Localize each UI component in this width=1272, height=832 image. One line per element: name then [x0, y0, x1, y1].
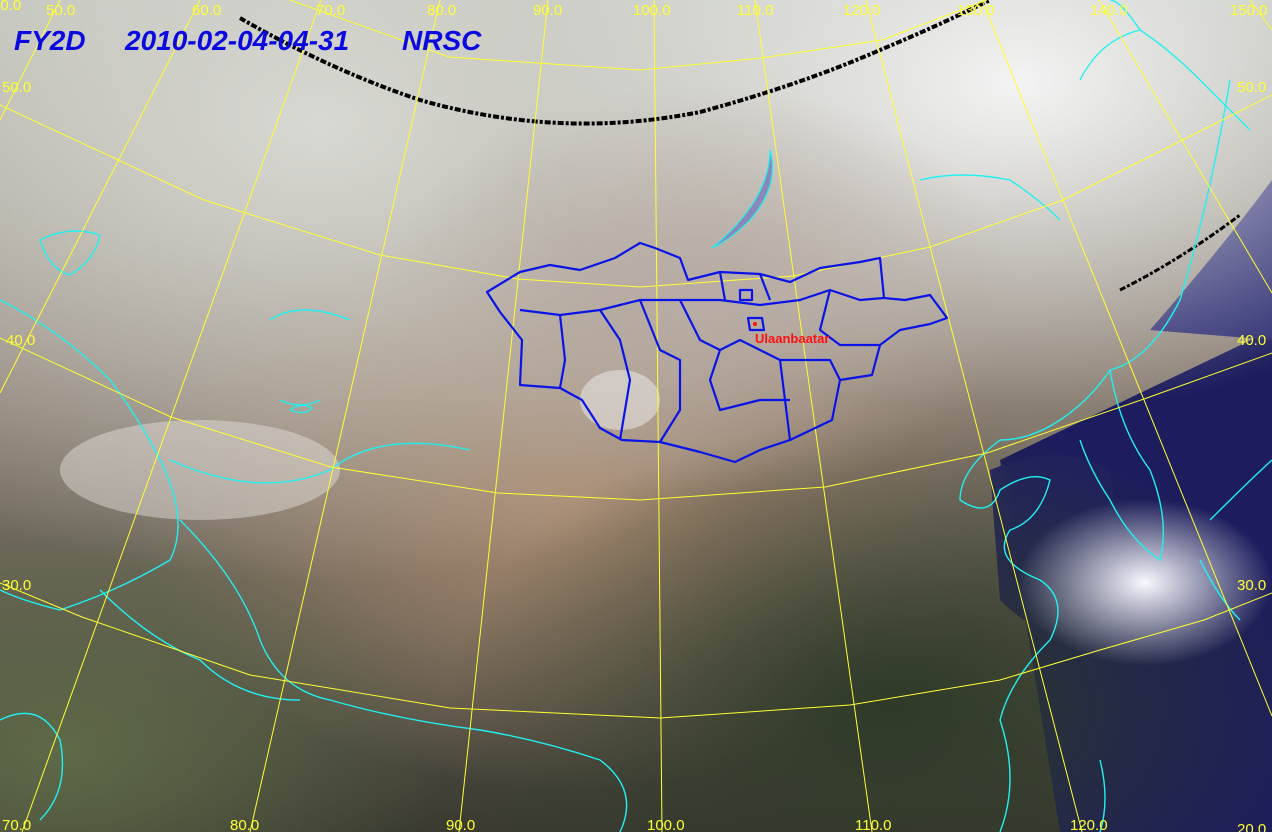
- lon-label: 90.0: [446, 817, 475, 832]
- latitude-line-50: [0, 94, 1272, 288]
- title-timestamp: 2010-02-04-04-31: [124, 25, 349, 56]
- city-label-ulaanbaatar: Ulaanbaatar: [755, 331, 829, 346]
- meridian-100: [653, 0, 663, 832]
- lon-label: 80.0: [427, 2, 456, 19]
- image-title: FY2D 2010-02-04-04-31 NRSC: [14, 25, 482, 56]
- lon-label: 50.0: [46, 2, 75, 19]
- meridian-80: [249, 0, 441, 832]
- lat-label: 50.0: [2, 79, 31, 96]
- title-satellite: FY2D: [14, 25, 86, 56]
- mongolia-outline: [485, 241, 949, 464]
- bottom-longitude-labels: 70.0 80.0 90.0 100.0 110.0 120.0: [2, 817, 1108, 832]
- title-agency: NRSC: [402, 25, 482, 56]
- latitude-line-40: [0, 337, 1272, 501]
- lat-label: 60.0: [0, 0, 21, 14]
- scan-artifact: [238, 0, 991, 126]
- meridian-120: [865, 0, 1083, 832]
- right-latitude-labels: 50.0 40.0 30.0 20.0: [1237, 79, 1266, 832]
- lon-label: 140.0: [1090, 2, 1128, 19]
- lat-label: 20.0: [1237, 821, 1266, 832]
- lat-label: 30.0: [1237, 577, 1266, 594]
- aimag-border: [718, 271, 772, 302]
- latitude-line-60: [289, 0, 988, 71]
- lat-label: 50.0: [1237, 79, 1266, 96]
- lon-label: 60.0: [192, 2, 221, 19]
- meridian-140: [1098, 0, 1272, 294]
- meridian-110: [754, 0, 873, 832]
- lat-label: 40.0: [1237, 332, 1266, 349]
- mongolia-borders: [485, 241, 949, 464]
- lon-label: 100.0: [633, 2, 671, 19]
- meridian-50: [0, 0, 61, 121]
- cloud-tianshan: [60, 420, 340, 520]
- meridian-60: [0, 0, 201, 394]
- lon-label: 70.0: [316, 2, 345, 19]
- lon-label: 120.0: [1070, 817, 1108, 832]
- lake-baikal: [711, 149, 774, 249]
- aimag-border: [558, 299, 792, 443]
- meridian-130: [981, 0, 1272, 717]
- cloud-gobi: [580, 370, 660, 430]
- meridian-150: [1249, 0, 1272, 31]
- ulaanbaatar-boundary: [746, 316, 766, 332]
- lon-label: 110.0: [737, 2, 773, 19]
- scan-artifact: [1119, 213, 1241, 292]
- left-latitude-labels: 60.0 50.0 40.0 30.0: [0, 0, 35, 594]
- lon-label: 90.0: [533, 2, 562, 19]
- lon-label: 80.0: [230, 817, 259, 832]
- ulaanbaatar-marker: [753, 322, 757, 326]
- meridian-70: [21, 0, 322, 832]
- latitude-line-30: [0, 582, 1272, 719]
- lon-label: 130.0: [957, 2, 995, 19]
- lat-label: 40.0: [6, 332, 35, 349]
- meridian-90: [458, 0, 549, 832]
- lon-label: 120.0: [843, 2, 881, 19]
- lon-label: 150.0: [1230, 2, 1268, 19]
- lon-label: 110.0: [855, 817, 891, 832]
- top-longitude-labels: 50.0 60.0 70.0 80.0 90.0 100.0 110.0 120…: [46, 2, 1268, 19]
- lon-label: 100.0: [647, 817, 685, 832]
- aimag-border: [708, 289, 880, 412]
- aimag-border: [519, 288, 885, 317]
- lat-label: 30.0: [2, 577, 31, 594]
- lon-label: 70.0: [2, 817, 31, 832]
